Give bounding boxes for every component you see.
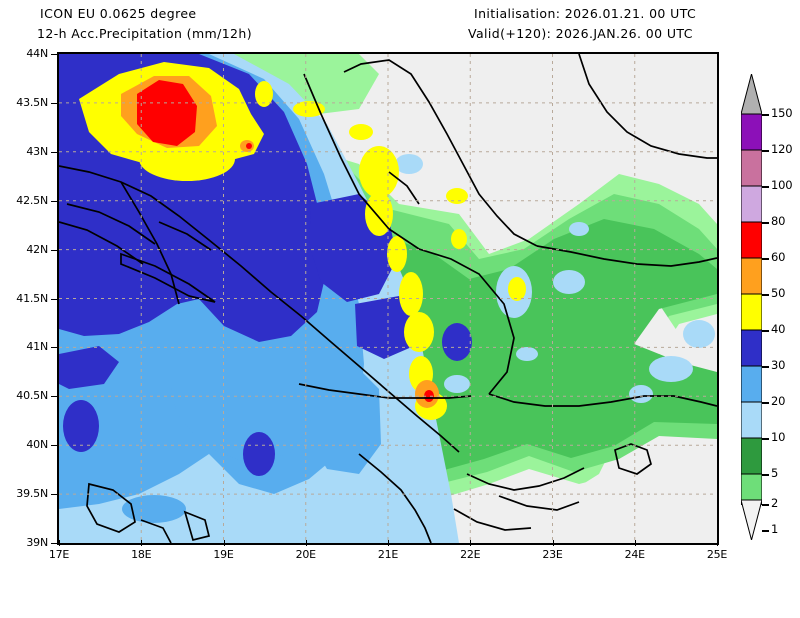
x-tick-mark [552, 540, 554, 546]
colorbar-label: 120 [771, 142, 793, 156]
y-tick-mark [51, 347, 57, 349]
colorbar-label: 10 [771, 430, 786, 444]
field-title: 12-h Acc.Precipitation (mm/12h) [37, 26, 253, 41]
y-tick-mark [51, 494, 57, 496]
x-tick-mark [634, 540, 636, 546]
x-tick-label: 19E [213, 548, 234, 561]
y-tick-label: 39.5N [16, 487, 48, 501]
colorbar-tick [762, 330, 769, 332]
x-tick-mark [470, 540, 472, 546]
y-tick-mark [51, 298, 57, 300]
y-tick-label: 43N [26, 144, 48, 158]
colorbar-label: 50 [771, 286, 786, 300]
x-tick-label: 20E [295, 548, 317, 561]
y-tick-mark [51, 54, 57, 55]
y-tick-label: 44N [26, 47, 48, 60]
x-tick-mark [388, 540, 389, 546]
colorbar-tick [762, 222, 769, 224]
precipitation-map [57, 52, 719, 545]
colorbar-label: 100 [771, 178, 793, 192]
y-tick-mark [51, 200, 57, 202]
colorbar-label: 80 [771, 214, 786, 228]
colorbar-tick [762, 186, 769, 188]
model-title: ICON EU 0.0625 degree [40, 6, 197, 21]
y-tick-label: 43.5N [16, 95, 48, 109]
y-tick-label: 42.5N [16, 193, 48, 207]
colorbar-tick [762, 402, 769, 404]
colorbar-label: 40 [771, 322, 786, 336]
x-tick-label: 17E [48, 548, 70, 561]
colorbar-tick [762, 438, 769, 440]
valid-time: Valid(+120): 2026.JAN.26. 00 UTC [468, 26, 693, 41]
y-tick-label: 42N [26, 242, 48, 256]
y-tick-mark [51, 249, 57, 251]
colorbar-label: 150 [771, 106, 793, 120]
x-tick-mark [717, 540, 718, 546]
colorbar-tick [762, 258, 769, 260]
x-tick-label: 24E [624, 548, 646, 561]
x-tick-mark [223, 540, 225, 546]
x-tick-label: 21E [377, 548, 399, 561]
x-tick-label: 25E [706, 548, 728, 561]
colorbar-tick [762, 530, 769, 532]
colorbar-label: 20 [771, 394, 786, 408]
x-tick-mark [305, 540, 307, 546]
colorbar-tick [762, 474, 769, 476]
precip-field [59, 54, 717, 543]
graticule [59, 54, 717, 543]
y-tick-mark [51, 445, 57, 447]
colorbar-label: 2 [771, 496, 779, 510]
colorbar-label: 60 [771, 250, 786, 264]
colorbar-tick [762, 366, 769, 368]
colorbar-tick [762, 294, 769, 296]
y-tick-mark [51, 543, 57, 544]
colorbar-tick [762, 504, 769, 506]
colorbar-label: 5 [771, 466, 779, 480]
colorbar-label: 1 [771, 522, 779, 536]
initialisation-time: Initialisation: 2026.01.21. 00 UTC [474, 6, 697, 21]
x-tick-label: 22E [460, 548, 481, 561]
colorbar-label: 30 [771, 358, 786, 372]
y-tick-label: 41.5N [16, 291, 48, 305]
x-tick-mark [59, 540, 60, 546]
y-tick-label: 40.5N [16, 389, 48, 403]
y-tick-label: 41N [26, 340, 48, 354]
x-tick-label: 23E [542, 548, 563, 561]
colorbar-tick [762, 150, 769, 152]
y-tick-label: 40N [26, 438, 48, 452]
x-tick-mark [141, 540, 143, 546]
colorbar[interactable] [741, 74, 762, 540]
y-tick-mark [51, 396, 57, 398]
x-tick-label: 18E [131, 548, 152, 561]
y-tick-mark [51, 102, 57, 104]
colorbar-tick [762, 114, 769, 116]
y-tick-mark [51, 151, 57, 153]
y-tick-label: 39N [26, 536, 48, 549]
